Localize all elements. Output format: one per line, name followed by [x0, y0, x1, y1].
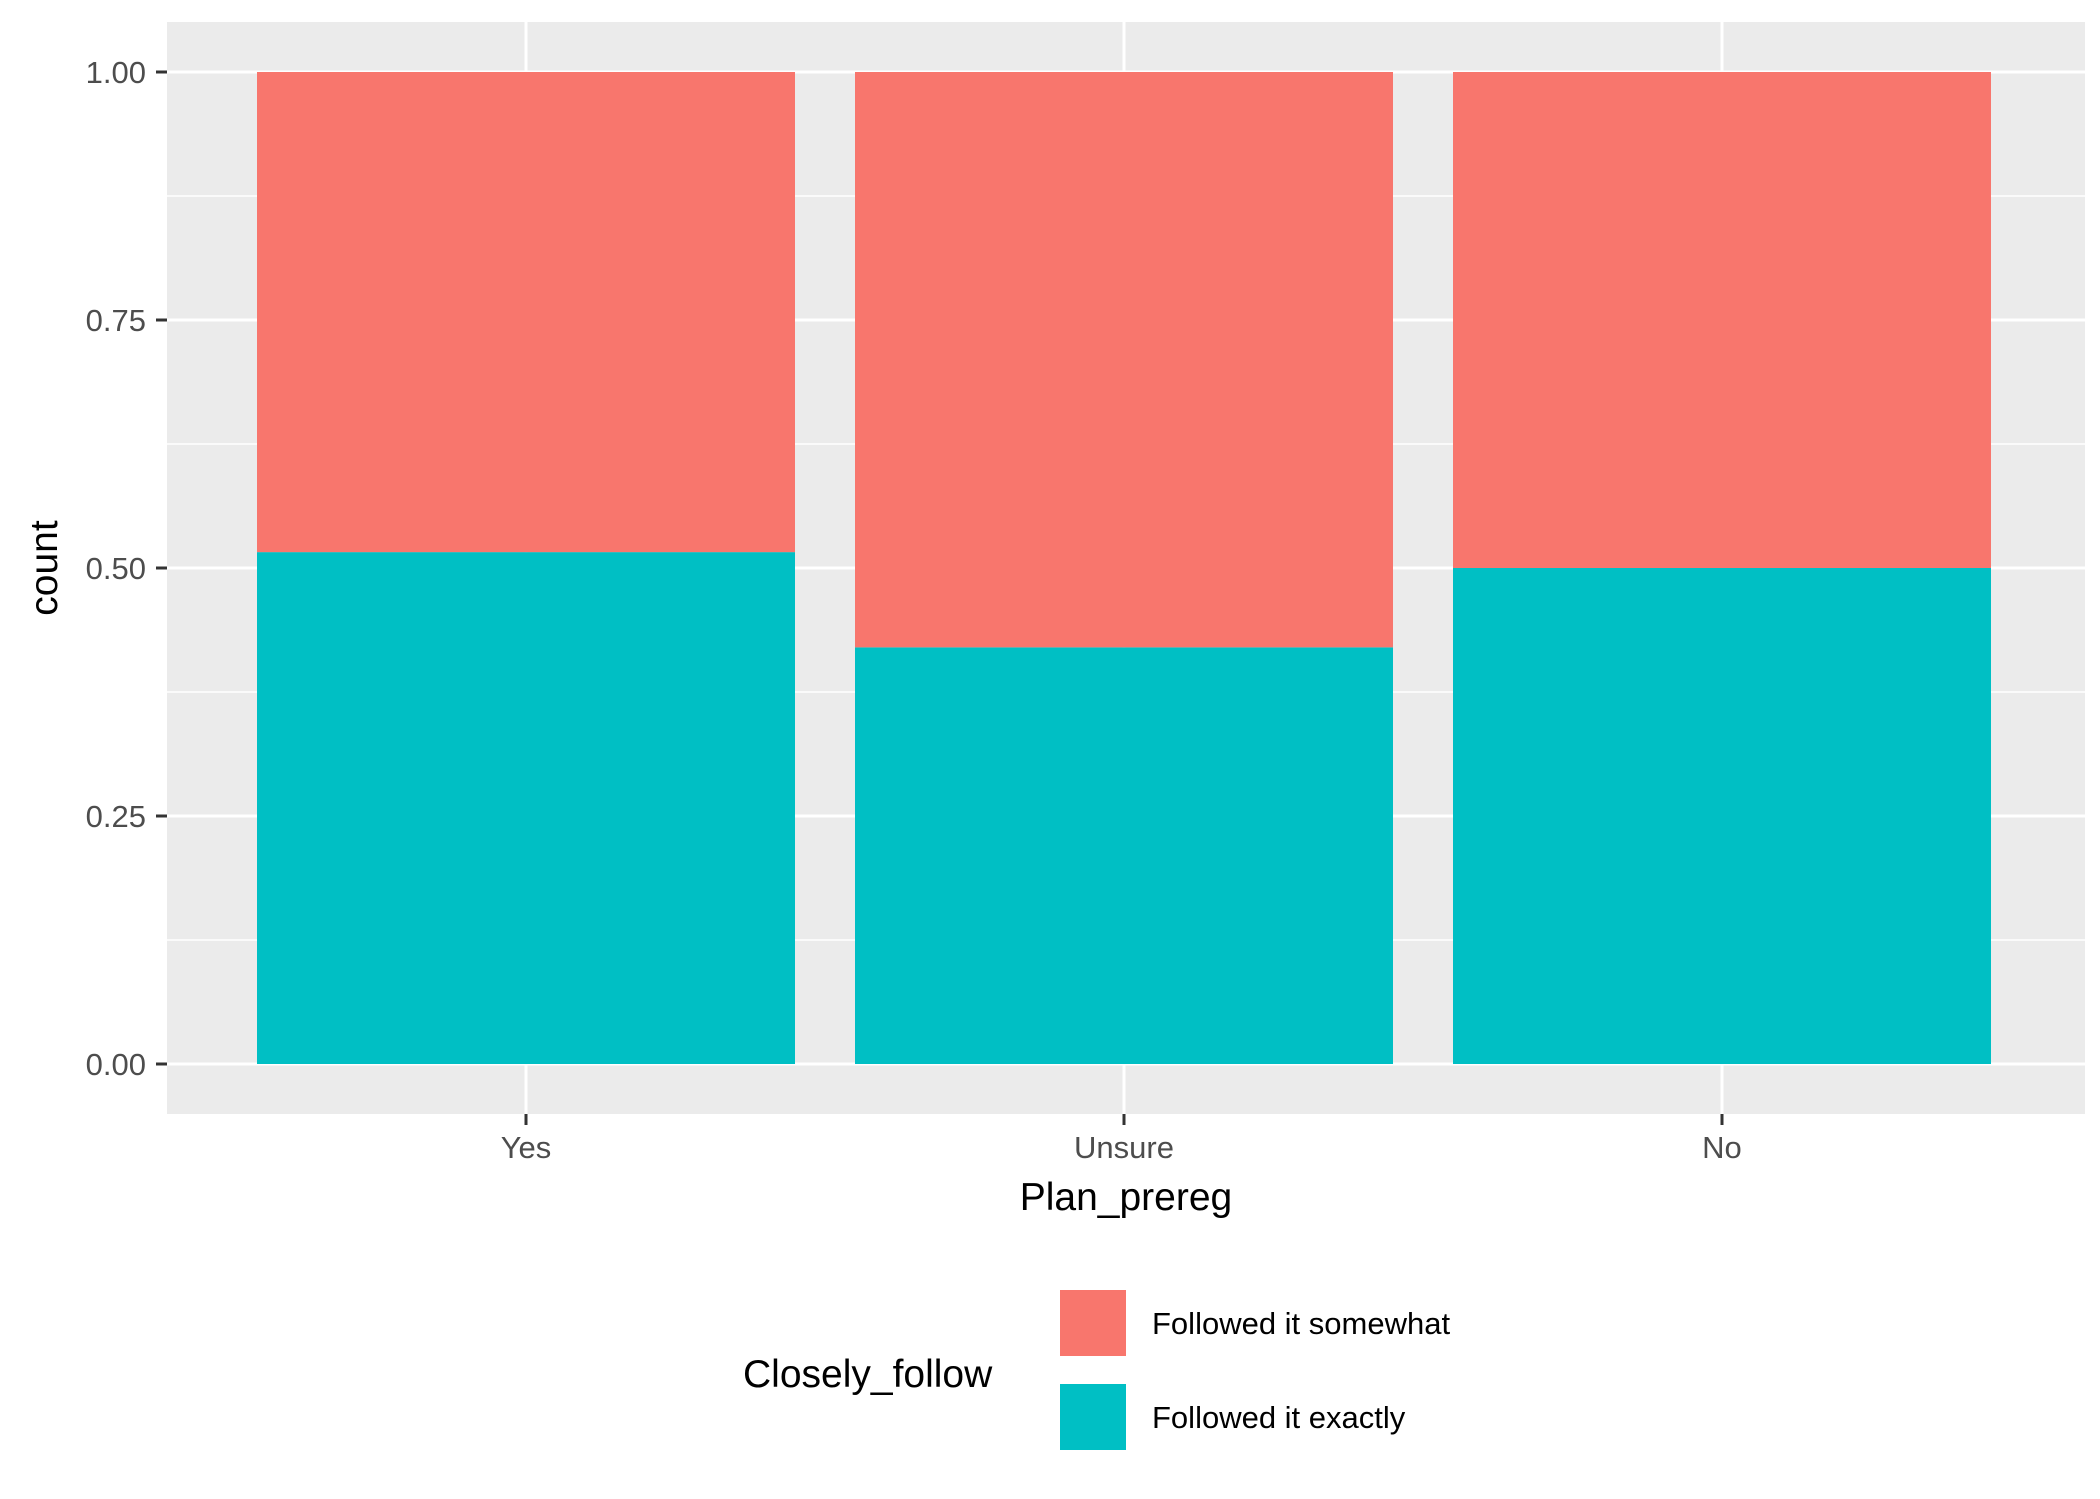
bar-segment [855, 72, 1393, 648]
x-axis-title: Plan_prereg [1020, 1176, 1232, 1219]
legend-title: Closely_follow [743, 1353, 993, 1396]
x-tick-label: Yes [501, 1130, 552, 1165]
y-tick-label: 0.50 [86, 551, 146, 586]
y-tick-label: 1.00 [86, 55, 146, 90]
bar-segment [1453, 72, 1991, 568]
y-tick-label: 0.75 [86, 303, 146, 338]
legend: Closely_follow Followed it somewhatFollo… [743, 1288, 1450, 1452]
bar-segment [855, 647, 1393, 1064]
legend-label: Followed it somewhat [1152, 1306, 1450, 1341]
y-tick-label: 0.25 [86, 799, 146, 834]
y-tick-label: 0.00 [86, 1047, 146, 1082]
x-axis: Yes Unsure No [501, 1114, 1742, 1165]
bar-segment [257, 72, 795, 553]
x-tick-label: Unsure [1074, 1130, 1174, 1165]
legend-key [1058, 1288, 1128, 1358]
bars [257, 72, 1991, 1064]
legend-items: Followed it somewhat Followed it exactly [1058, 1288, 1450, 1452]
legend-label: Followed it exactly [1152, 1400, 1406, 1435]
legend-key [1058, 1382, 1128, 1452]
y-axis: 0.00 0.25 0.50 0.75 1.00 [86, 55, 167, 1082]
x-tick-label: No [1702, 1130, 1742, 1165]
bar-segment [1453, 568, 1991, 1064]
y-axis-title: count [23, 520, 66, 616]
bar-segment [257, 552, 795, 1064]
